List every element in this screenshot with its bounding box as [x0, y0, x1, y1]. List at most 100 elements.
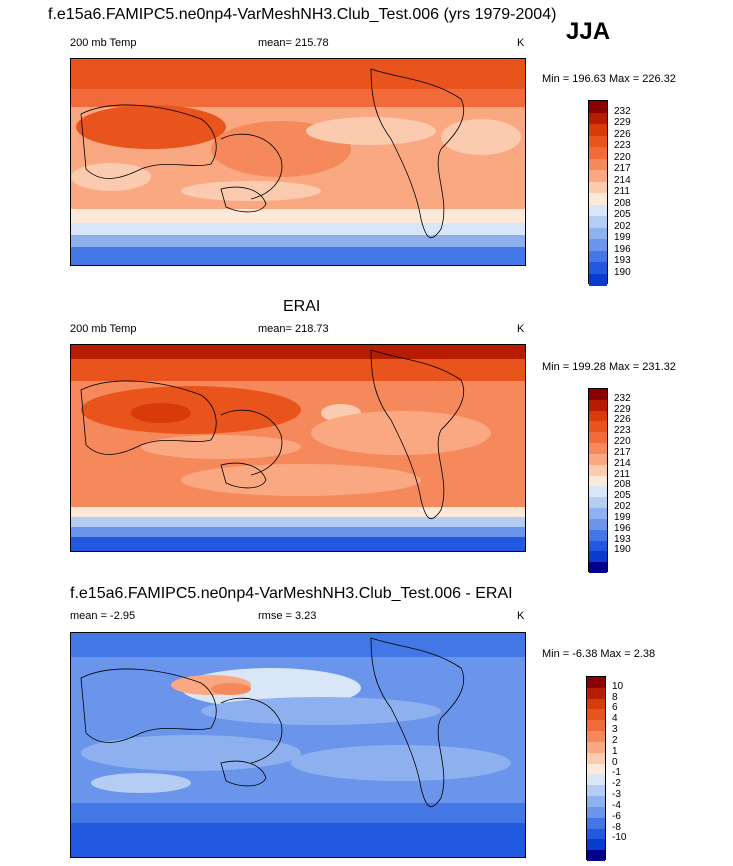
- colorbar-segment: [589, 486, 607, 498]
- colorbar-tick-label: 214: [614, 457, 631, 469]
- colorbar-tick-label: 208: [614, 479, 631, 491]
- colorbar-tick-label: -2: [612, 778, 621, 790]
- panel3-map: [70, 632, 526, 858]
- season-label: JJA: [566, 18, 611, 45]
- panel2-map: [70, 344, 526, 552]
- colorbar-tick-label: -1: [612, 767, 621, 779]
- colorbar-tick-label: 196: [614, 522, 631, 534]
- colorbar-tick-label: 214: [614, 174, 631, 186]
- colorbar-tick-label: 190: [614, 544, 631, 556]
- colorbar-tick-label: 193: [614, 533, 631, 545]
- panel1-left-label: 200 mb Temp: [70, 37, 137, 49]
- colorbar-tick-label: 232: [614, 105, 631, 117]
- colorbar-tick-label: 8: [612, 691, 618, 703]
- panel3-center-label: rmse = 3.23: [258, 610, 317, 622]
- colorbar-tick-label: 226: [614, 128, 631, 140]
- colorbar-tick-label: 223: [614, 140, 631, 151]
- colorbar-tick-label: 196: [614, 243, 631, 255]
- panel2-title: ERAI: [283, 298, 321, 315]
- colorbar-segment: [589, 193, 607, 205]
- colorbar-tick-label: 229: [614, 403, 631, 415]
- panel3-left-label: mean = -2.95: [70, 610, 136, 622]
- colorbar-segment: [587, 731, 605, 743]
- panel2-left-label: 200 mb Temp: [70, 323, 137, 335]
- colorbar-segment: [589, 421, 607, 433]
- panel1-map: [70, 58, 526, 266]
- panel1-colorbar: 232 229 226 223 220 217 214 211 208 205 202 199 196 1…: [588, 100, 648, 286]
- colorbar-segment: [589, 204, 607, 217]
- colorbar-segment: [587, 839, 605, 851]
- colorbar-segment: [589, 453, 607, 466]
- colorbar-tick-label: 205: [614, 209, 631, 220]
- colorbar-tick-label: -10: [612, 832, 627, 844]
- panel1-center-label: mean= 215.78: [258, 37, 329, 49]
- colorbar-segment: [589, 497, 607, 509]
- colorbar-tick-label: 229: [614, 117, 631, 128]
- colorbar-tick-label: -3: [612, 789, 621, 801]
- colorbar-segment: [589, 170, 607, 182]
- colorbar-segment: [587, 698, 605, 710]
- panel3-minmax: Min = -6.38 Max = 2.38: [542, 648, 656, 660]
- colorbar-tick-label: 0: [612, 756, 618, 768]
- colorbar-tick-label: 211: [614, 468, 630, 480]
- colorbar-tick-label: 226: [614, 414, 631, 426]
- colorbar-segment: [589, 410, 607, 422]
- colorbar-segment: [587, 687, 605, 700]
- colorbar-segment: [589, 101, 607, 113]
- colorbar-segment: [589, 562, 607, 574]
- colorbar-segment: [589, 239, 607, 251]
- panel3-title: f.e15a6.FAMIPC5.ne0np4-VarMeshNH3.Club_T…: [70, 585, 513, 602]
- colorbar-segment: [589, 158, 607, 171]
- colorbar-tick-label: 190: [614, 266, 631, 278]
- colorbar-segment: [589, 250, 607, 263]
- colorbar-segment: [587, 752, 605, 765]
- colorbar-segment: [589, 135, 607, 148]
- colorbar-segment: [589, 529, 607, 542]
- colorbar-segment: [589, 432, 607, 444]
- colorbar-segment: [589, 273, 607, 286]
- colorbar-segment: [589, 216, 607, 228]
- panel1-right-label: K: [517, 37, 525, 49]
- colorbar-tick-label: 202: [614, 220, 631, 232]
- colorbar-segment: [587, 850, 605, 862]
- colorbar-tick-label: 220: [614, 151, 631, 163]
- colorbar-tick-label: -4: [612, 799, 621, 811]
- panel1-minmax: Min = 196.63 Max = 226.32: [542, 73, 676, 85]
- colorbar-segment: [589, 124, 607, 136]
- colorbar-tick-label: -8: [612, 821, 621, 833]
- colorbar-segment: [589, 112, 607, 125]
- panel3-colorbar: 10 8 6 4 3 2 1 0 -1 -2 -3 -4 -6 -8 -10: [586, 676, 646, 862]
- colorbar-tick-label: 217: [614, 163, 631, 174]
- colorbar-segment: [587, 796, 605, 808]
- colorbar-tick-label: 4: [612, 713, 618, 725]
- panel2-right-label: K: [517, 323, 525, 335]
- colorbar-tick-label: 3: [612, 724, 618, 736]
- colorbar-tick-label: 2: [612, 734, 618, 746]
- colorbar-segment: [587, 720, 605, 732]
- colorbar-segment: [587, 709, 605, 721]
- colorbar-segment: [589, 540, 607, 552]
- colorbar-tick-label: -6: [612, 810, 621, 822]
- colorbar-segment: [589, 262, 607, 274]
- colorbar-tick-label: 232: [614, 392, 631, 404]
- colorbar-segment: [587, 828, 605, 840]
- colorbar-segment: [589, 475, 607, 487]
- colorbar-segment: [589, 443, 607, 455]
- colorbar-tick-label: 217: [614, 446, 631, 458]
- colorbar-tick-label: 211: [614, 186, 630, 197]
- colorbar-segment: [589, 399, 607, 412]
- panel2-center-label: mean= 218.73: [258, 323, 329, 335]
- colorbar-segment: [589, 147, 607, 159]
- colorbar-segment: [589, 464, 607, 477]
- colorbar-tick-label: 6: [612, 702, 618, 714]
- colorbar-tick-label: 208: [614, 197, 631, 209]
- colorbar-tick-label: 199: [614, 511, 631, 523]
- colorbar-segment: [589, 389, 607, 401]
- colorbar-segment: [589, 181, 607, 194]
- colorbar-segment: [587, 785, 605, 797]
- colorbar-segment: [587, 806, 605, 819]
- panel3-right-label: K: [517, 610, 525, 622]
- colorbar-tick-label: 193: [614, 255, 631, 266]
- colorbar-tick-label: 1: [612, 745, 618, 757]
- colorbar-segment: [589, 508, 607, 520]
